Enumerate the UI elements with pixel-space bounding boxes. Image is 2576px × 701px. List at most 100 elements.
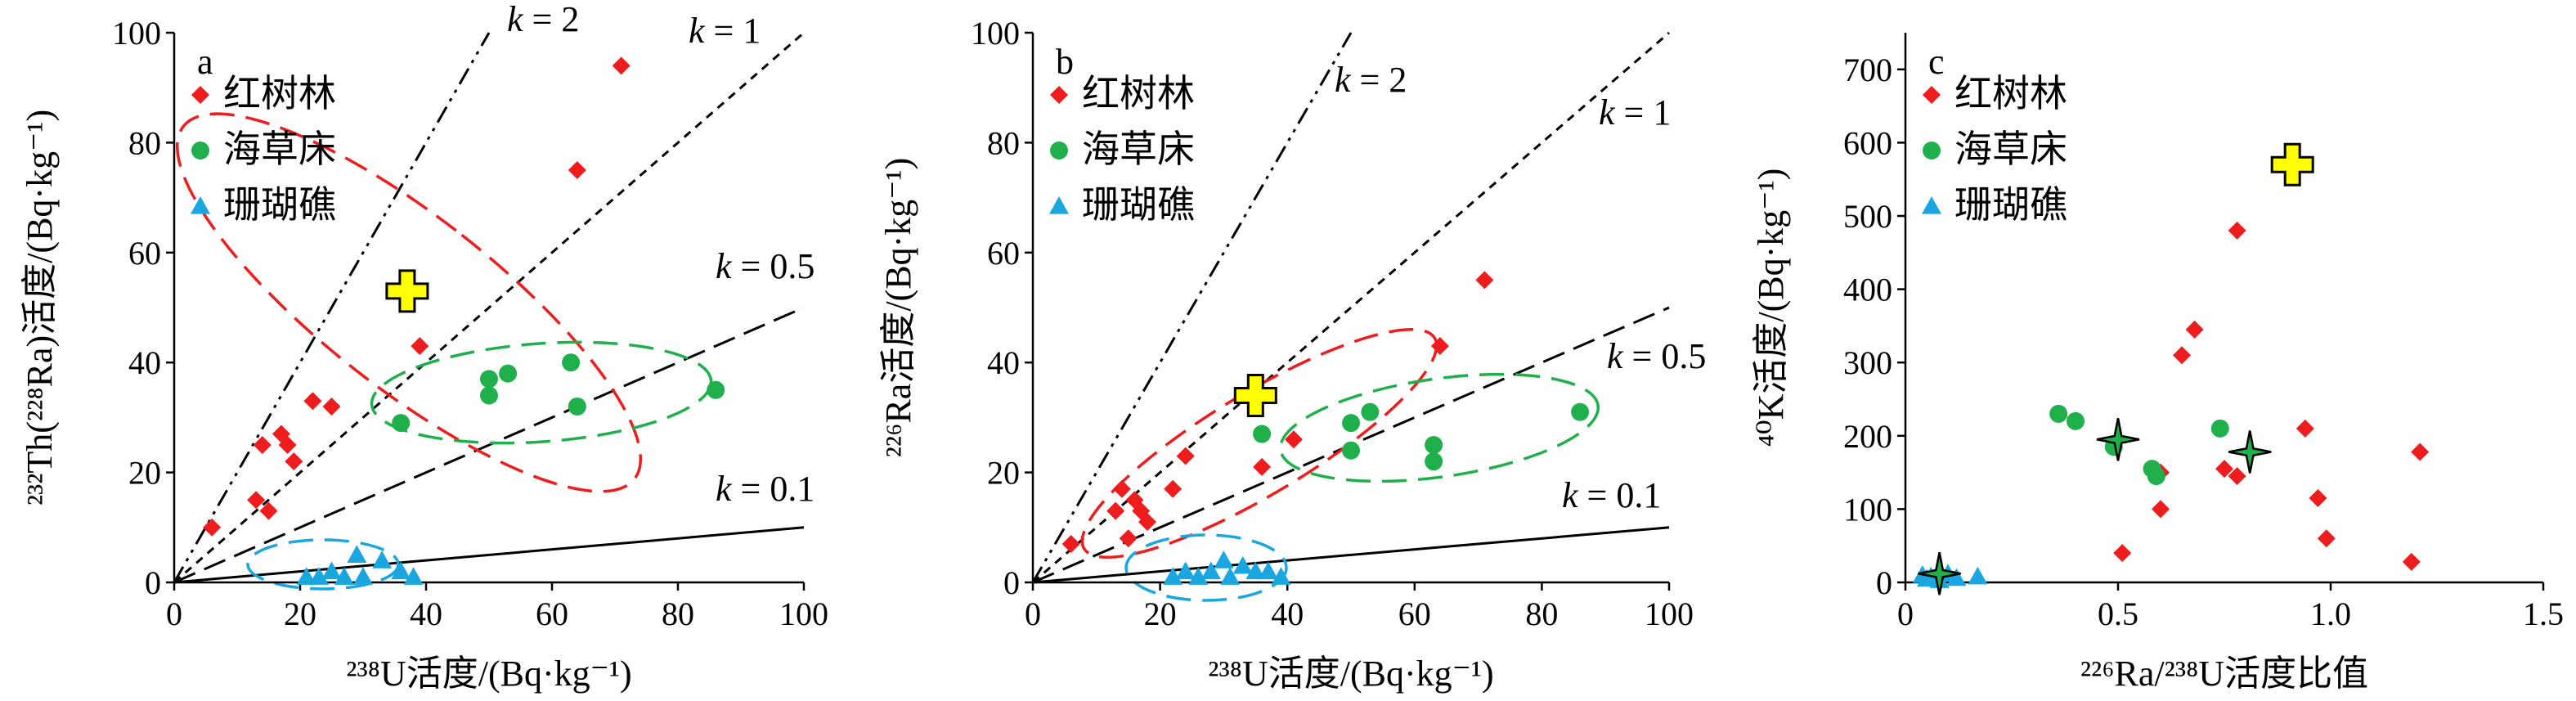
data-point-mangrove [568, 161, 586, 179]
y-tick-label: 300 [1843, 344, 1892, 381]
y-tick-label: 0 [1003, 564, 1020, 601]
y-axis-label: ⁴⁰K活度/(Bq·kg⁻¹) [1751, 169, 1791, 447]
data-point-coral [1163, 567, 1183, 585]
y-tick-label: 40 [128, 344, 161, 381]
data-point-coral [372, 550, 393, 568]
data-point-mangrove [1061, 534, 1080, 553]
data-point-coral [1258, 561, 1278, 580]
y-tick-label: 600 [1843, 124, 1892, 161]
group-ellipse [175, 112, 643, 493]
data-point-mangrove [253, 436, 272, 454]
y-tick-label: 100 [971, 15, 1020, 52]
data-point-coral [1214, 550, 1234, 568]
data-point-mangrove [1253, 457, 1272, 476]
legend-marker [191, 196, 210, 214]
reference-line-label: k = 0.5 [716, 246, 815, 286]
reference-line-label: k = 0.1 [716, 469, 815, 509]
x-tick-label: 60 [536, 595, 568, 632]
y-tick-label: 200 [1843, 418, 1892, 455]
legend-label-seagrass: 海草床 [223, 127, 336, 171]
data-point-mangrove [259, 501, 278, 520]
y-axis-label: ²³²Th(²²⁸Ra)活度/(Bq·kg⁻¹) [20, 110, 60, 506]
data-point-seagrass [1425, 436, 1443, 454]
y-tick-label: 40 [987, 344, 1020, 381]
x-tick-label: 80 [662, 595, 694, 632]
special-point [385, 269, 429, 313]
legend-marker [1050, 86, 1068, 104]
data-point-seagrass [480, 386, 498, 405]
data-point-mangrove [1284, 430, 1303, 449]
legend-marker [1923, 142, 1941, 160]
reference-line [1031, 32, 1353, 583]
special-point [1233, 374, 1277, 418]
special-point [2270, 142, 2314, 186]
data-point-mangrove [2113, 544, 2132, 563]
y-tick-label: 0 [145, 564, 161, 601]
data-point-seagrass [1342, 414, 1360, 433]
data-point-coral [296, 567, 316, 585]
x-axis-label: ²³⁸U活度/(Bq·kg⁻¹) [346, 654, 631, 694]
data-point-seagrass [2147, 467, 2165, 486]
reference-line-label: k = 2 [1335, 60, 1407, 100]
data-point-coral [1245, 561, 1266, 580]
data-point-mangrove [1138, 513, 1157, 532]
data-point-mangrove [285, 452, 303, 471]
reference-line [1032, 31, 1670, 584]
data-point-seagrass [480, 370, 498, 389]
y-tick-label: 500 [1843, 198, 1892, 235]
data-point-mangrove [278, 436, 297, 454]
data-point-seagrass [1571, 402, 1590, 421]
legend-marker [1049, 196, 1069, 214]
x-tick-label: 20 [1144, 595, 1177, 632]
y-tick-label: 20 [128, 455, 161, 492]
x-tick-label: 0.5 [2098, 595, 2138, 632]
legend-label-coral: 珊瑚礁 [1954, 182, 2067, 227]
reference-line [173, 31, 805, 584]
legend-label-mangrove: 红树林 [1082, 71, 1195, 115]
data-point-seagrass [1253, 425, 1272, 443]
data-point-mangrove [2309, 488, 2327, 507]
y-tick-label: 60 [987, 235, 1020, 272]
x-axis-label: ²³⁸U活度/(Bq·kg⁻¹) [1208, 654, 1493, 694]
data-point-seagrass [2210, 419, 2229, 438]
legend-label-mangrove: 红树林 [1954, 71, 2067, 115]
group-ellipse [1080, 327, 1438, 559]
group-ellipse [1278, 372, 1600, 483]
data-point-coral [1232, 555, 1253, 574]
y-tick-label: 60 [128, 235, 161, 272]
star-point [2096, 418, 2140, 461]
data-point-mangrove [2215, 460, 2233, 479]
x-tick-label: 0 [166, 595, 182, 632]
data-point-mangrove [1106, 501, 1125, 520]
data-point-mangrove [2402, 552, 2421, 571]
x-tick-label: 80 [1525, 595, 1558, 632]
reference-line-label: k = 1 [1599, 92, 1671, 133]
data-point-mangrove [2173, 346, 2191, 365]
y-tick-label: 20 [987, 455, 1020, 492]
data-point-mangrove [2185, 320, 2204, 339]
panel-b-chart: k = 2 k = 1 k = 0.5 k = 0.1 0 20 40 60 80 100 0 20 4… [878, 15, 1706, 694]
x-tick-label: 20 [284, 595, 316, 632]
data-point-mangrove [2152, 500, 2170, 519]
data-point-seagrass [1361, 402, 1380, 421]
group-ellipse [246, 538, 400, 591]
reference-line-label: k = 0.1 [1562, 475, 1661, 515]
data-point-mangrove [2317, 529, 2336, 548]
reference-line [1032, 526, 1670, 584]
reference-line-label: k = 1 [689, 11, 761, 51]
legend-label-mangrove: 红树林 [223, 71, 336, 115]
data-point-mangrove [322, 397, 341, 416]
x-tick-label: 100 [779, 595, 828, 632]
data-point-mangrove [247, 491, 266, 510]
panel-a-chart: k = 2 k = 1 k = 0.5 k = 0.1 0 20 40 60 80 100 0 20 4… [20, 0, 828, 694]
panel-c-chart: 0 0.5 1.0 1.5 0 100 200 300 400 500 600 700 ²²⁶Ra/²³… [1751, 33, 2564, 694]
data-point-mangrove [1119, 529, 1138, 548]
y-tick-label: 100 [1843, 491, 1892, 528]
data-point-coral [334, 567, 354, 585]
y-tick-label: 400 [1843, 272, 1892, 308]
y-tick-label: 100 [112, 15, 161, 52]
legend-label-seagrass: 海草床 [1954, 127, 2067, 171]
reference-line [173, 32, 491, 583]
data-point-coral [1188, 567, 1209, 585]
data-point-coral [1271, 567, 1291, 585]
